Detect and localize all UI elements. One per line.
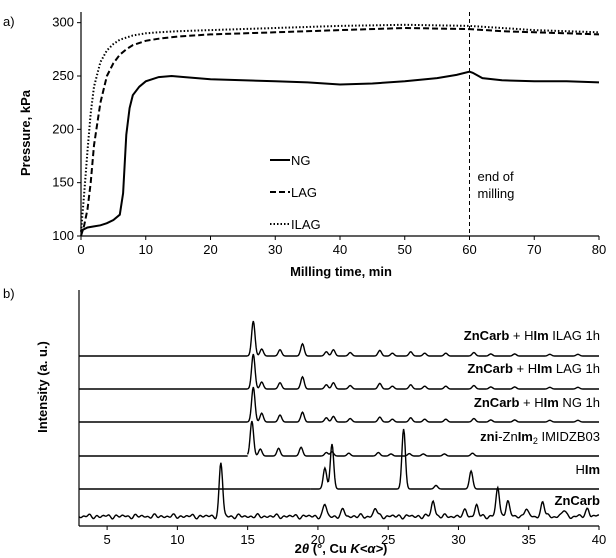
legend-lag-label: LAG [291, 185, 317, 200]
xrd-trace-5 [247, 320, 599, 357]
panel-b-label: b) [3, 286, 15, 301]
trace-label-zncarb: ZnCarb [555, 493, 601, 508]
panel-a-x-tick-label: 20 [203, 242, 217, 257]
panel-a-y-tick-label: 100 [52, 228, 74, 243]
panel-a-legend: NG LAG ILAG [270, 153, 321, 232]
panel-a-x-tick-label: 70 [527, 242, 541, 257]
panel-a-series [80, 23, 600, 237]
xlabel-alpha: <α> [360, 541, 384, 556]
panel-a-x-tick-label: 80 [592, 242, 606, 257]
trace-label-lag: ZnCarb + HIm LAG 1h [467, 361, 600, 376]
panel-a-y-tick-label: 150 [52, 175, 74, 190]
xrd-trace-4 [247, 353, 599, 390]
trace-label-ng: ZnCarb + HIm NG 1h [474, 395, 600, 410]
panel-a: a) Pressure, kPa Milling time, min 0 10 20… [3, 12, 606, 279]
xlabel-end: ) [383, 541, 387, 556]
panel-b-x-tick-label: 15 [240, 532, 254, 547]
trace-label-him: HIm [575, 462, 600, 477]
xrd-trace-1 [310, 428, 599, 490]
panel-b-axes: 5 10 15 20 25 30 35 40 [78, 290, 606, 547]
zni-a: zni [480, 429, 498, 444]
series-line-ng [80, 70, 600, 232]
xlabel-k: K [350, 541, 361, 556]
trace-label-zni: zni-ZnIm2 IMIDZB03 [480, 429, 600, 446]
zni-c: Im [518, 429, 533, 444]
panel-a-x-tick-label: 10 [139, 242, 153, 257]
xlabel-theta: θ [302, 541, 309, 556]
panel-a-x-tick-label: 50 [398, 242, 412, 257]
trace-3-label-bold: ZnCarb [474, 395, 520, 410]
legend-ng-label: NG [291, 153, 311, 168]
panel-a-y-tick-label: 200 [52, 121, 74, 136]
series-line-lag [80, 26, 600, 237]
trace-5-label-bold: ZnCarb [464, 328, 510, 343]
panel-a-x-tick-label: 30 [268, 242, 282, 257]
panel-b-ylabel: Intensity (a. u.) [35, 341, 50, 433]
zni-b: -Zn [498, 429, 518, 444]
panel-a-ylabel: Pressure, kPa [18, 89, 33, 176]
ilag-plus: + H [509, 328, 533, 343]
ilag-rest: ILAG 1h [549, 328, 600, 343]
panel-b-x-tick-label: 35 [521, 532, 535, 547]
panel-a-label: a) [3, 14, 15, 29]
zni-sub: 2 [533, 436, 538, 446]
panel-b: b) Intensity (a. u.) 2θ (°, Cu K<α>) 5 10… [3, 286, 606, 556]
panel-b-x-tick-label: 20 [311, 532, 325, 547]
trace-4-label-bold: ZnCarb [467, 361, 513, 376]
panel-a-annotation: end of milling [469, 12, 515, 236]
trace-label-ilag: ZnCarb + HIm ILAG 1h [464, 328, 600, 343]
panel-b-x-tick-label: 40 [592, 532, 606, 547]
panel-a-x-tick-label: 0 [77, 242, 84, 257]
panel-a-axes: 0 10 20 30 40 50 60 70 80 100 150 200 250 300 [52, 12, 606, 257]
panel-b-xlabel: 2θ (°, Cu K<α>) [295, 541, 388, 556]
ng-im: Im [544, 395, 559, 410]
panel-a-y-tick-label: 300 [52, 15, 74, 30]
trace-0-label-bold: ZnCarb [555, 493, 601, 508]
panel-b-x-tick-label: 10 [170, 532, 184, 547]
annotation-line-1: end of [478, 169, 515, 184]
annotation-line-2: milling [478, 186, 515, 201]
him-im: Im [585, 462, 600, 477]
panel-a-x-tick-label: 60 [462, 242, 476, 257]
xlabel-prefix: 2 [295, 541, 302, 556]
panel-b-traces [78, 320, 600, 520]
ilag-im: Im [534, 328, 549, 343]
lag-im: Im [537, 361, 552, 376]
ng-plus: + H [519, 395, 543, 410]
xlabel-mid: (°, Cu [309, 541, 350, 556]
panel-b-x-tick-label: 25 [381, 532, 395, 547]
zni-d: IMIDZB03 [538, 429, 600, 444]
xrd-trace-0 [78, 462, 600, 520]
ng-rest: NG 1h [559, 395, 600, 410]
series-line-ilag [80, 23, 600, 232]
him-h: H [575, 462, 584, 477]
panel-b-x-tick-label: 5 [103, 532, 110, 547]
legend-ilag-label: ILAG [291, 217, 321, 232]
lag-plus: + H [513, 361, 537, 376]
panel-b-x-tick-label: 30 [451, 532, 465, 547]
lag-rest: LAG 1h [552, 361, 600, 376]
xrd-trace-2 [246, 420, 599, 457]
xrd-trace-3 [247, 386, 599, 423]
panel-a-x-tick-label: 40 [333, 242, 347, 257]
panel-b-trace-labels: ZnCarb HIm zni-ZnIm2 IMIDZB03 ZnCarb + H… [464, 328, 600, 508]
panel-a-y-tick-label: 250 [52, 68, 74, 83]
panel-a-xlabel: Milling time, min [290, 264, 392, 279]
